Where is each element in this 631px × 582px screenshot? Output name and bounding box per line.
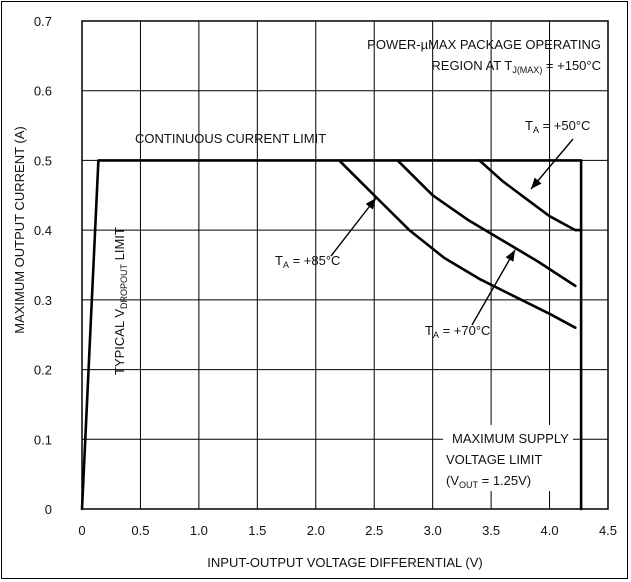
ta-85-label: TA = +85°C: [275, 253, 340, 270]
supply-line3-prefix: (V: [446, 473, 459, 488]
arrow-ta-70-head: [505, 250, 515, 262]
supply-limit-label-line1: MAXIMUM SUPPLY: [452, 431, 569, 446]
dropout-prefix: TYPICAL V: [112, 309, 127, 375]
y-axis-title: MAXIMUM OUTPUT CURRENT (A): [12, 126, 27, 334]
supply-label-backdrop: [443, 425, 573, 491]
x-tick-label: 1.0: [190, 523, 208, 538]
supply-limit-label-line3: (VOUT = 1.25V): [446, 473, 531, 490]
ta-70-curve: [396, 159, 577, 288]
x-tick-label: 2.0: [307, 523, 325, 538]
supply-limit-label-line2: VOLTAGE LIMIT: [446, 452, 542, 467]
x-tick-label: 0: [78, 523, 85, 538]
ta-85-suffix: = +85°C: [289, 253, 340, 268]
arrow-ta-85-head: [365, 198, 376, 210]
y-tick-label: 0.2: [34, 363, 52, 378]
package-region-suffix: = +150°C: [542, 58, 601, 73]
x-tick-label: 3.5: [482, 523, 500, 538]
arrow-ta-70-shaft: [471, 249, 516, 326]
x-tick-label: 0.5: [131, 523, 149, 538]
ta-50-suffix: = +50°C: [539, 118, 590, 133]
ta-50-label: TA = +50°C: [525, 118, 590, 135]
y-tick-label: 0.7: [34, 14, 52, 29]
x-tick-label: 1.5: [248, 523, 266, 538]
package-region-label-line1: POWER-µMAX PACKAGE OPERATING: [367, 37, 601, 52]
arrow-ta-50-head: [531, 177, 542, 189]
x-tick-label: 4.0: [541, 523, 559, 538]
ta-70-sub: A: [433, 330, 439, 340]
x-tick-labels: 0 0.5 1.0 1.5 2.0 2.5 3.0 3.5 4.0 4.5: [78, 523, 617, 538]
x-tick-label: 2.5: [365, 523, 383, 538]
ta-50-prefix: T: [525, 118, 533, 133]
ta-85-sub: A: [283, 260, 289, 270]
x-axis-title: INPUT-OUTPUT VOLTAGE DIFFERENTIAL (V): [207, 555, 482, 570]
ta-70-suffix: = +70°C: [439, 323, 490, 338]
dropout-sub: DROPOUT: [119, 264, 129, 310]
package-region-sub: J(MAX): [512, 65, 542, 75]
x-tick-label: 3.0: [424, 523, 442, 538]
arrow-ta-85-shaft: [330, 197, 377, 257]
ta-85-prefix: T: [275, 253, 283, 268]
curves: [80, 159, 583, 511]
continuous-current-label: CONTINUOUS CURRENT LIMIT: [135, 131, 326, 146]
package-region-prefix: REGION AT T: [431, 58, 512, 73]
y-tick-label: 0.6: [34, 84, 52, 99]
y-tick-label: 0.3: [34, 293, 52, 308]
ta-50-curve: [478, 159, 583, 232]
y-tick-label: 0.5: [34, 153, 52, 168]
dropout-suffix: LIMIT: [112, 227, 127, 264]
package-region-label-line2: REGION AT TJ(MAX) = +150°C: [431, 58, 601, 75]
y-tick-labels: 0 0.1 0.2 0.3 0.4 0.5 0.6 0.7: [34, 14, 52, 517]
supply-line3-sub: OUT: [459, 480, 479, 490]
plot-border: [81, 20, 609, 510]
ta-50-sub: A: [533, 125, 539, 135]
arrows: [330, 138, 574, 326]
ta-70-prefix: T: [425, 323, 433, 338]
x-tick-label: 4.5: [599, 523, 617, 538]
ta-70-label: TA = +70°C: [425, 323, 490, 340]
y-tick-label: 0: [45, 502, 52, 517]
y-tick-label: 0.4: [34, 223, 52, 238]
supply-line3-suffix: = 1.25V): [478, 473, 531, 488]
ta-85-curve: [337, 159, 577, 329]
y-tick-label: 0.1: [34, 432, 52, 447]
dropout-limit-label: TYPICAL VDROPOUT LIMIT: [112, 227, 129, 375]
